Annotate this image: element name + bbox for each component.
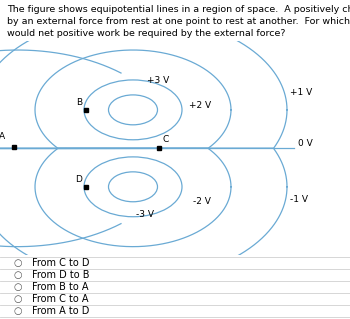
Text: +1 V: +1 V: [290, 88, 313, 97]
Text: +2 V: +2 V: [189, 101, 211, 110]
Text: From A to D: From A to D: [32, 306, 89, 316]
Text: -2 V: -2 V: [193, 197, 210, 206]
Text: +3 V: +3 V: [147, 76, 169, 85]
Text: ○: ○: [13, 258, 22, 268]
Text: The figure shows equipotential lines in a region of space.  A positively charged: The figure shows equipotential lines in …: [7, 5, 350, 14]
Text: would net positive work be required by the external force?: would net positive work be required by t…: [7, 29, 286, 38]
Text: by an external force from rest at one point to rest at another.  For which of th: by an external force from rest at one po…: [7, 17, 350, 26]
Text: D: D: [75, 174, 82, 184]
Text: C: C: [163, 135, 169, 144]
Text: 0 V: 0 V: [298, 139, 312, 148]
Text: ○: ○: [13, 270, 22, 280]
Text: From B to A: From B to A: [32, 282, 88, 292]
Text: From C to A: From C to A: [32, 294, 88, 304]
Text: ○: ○: [13, 306, 22, 316]
Text: From C to D: From C to D: [32, 258, 89, 268]
Text: ○: ○: [13, 294, 22, 304]
Text: -3 V: -3 V: [136, 210, 154, 219]
Text: ○: ○: [13, 282, 22, 292]
Text: A: A: [0, 132, 5, 141]
Text: B: B: [76, 98, 82, 107]
Text: -1 V: -1 V: [290, 195, 308, 204]
Text: From D to B: From D to B: [32, 270, 89, 280]
